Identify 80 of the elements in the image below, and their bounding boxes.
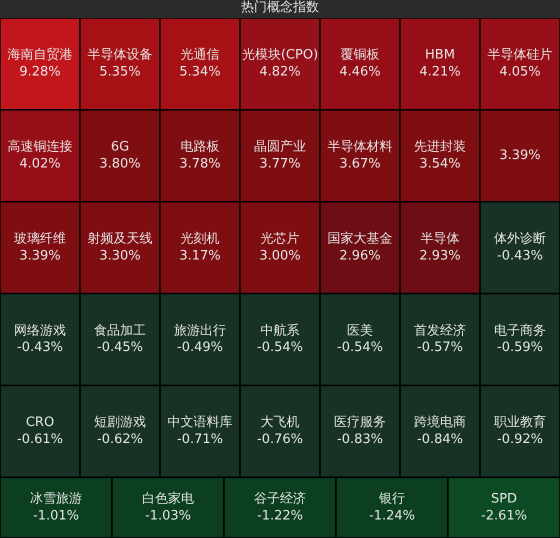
data-label: -0.49% <box>177 340 223 356</box>
data-label: -0.43% <box>17 340 63 356</box>
data-label: -0.57% <box>417 340 463 356</box>
data-label: 2.96% <box>339 248 381 264</box>
data-label: -1.01% <box>33 508 79 524</box>
data-label: 3.67% <box>339 156 381 172</box>
data-label: -0.59% <box>497 340 543 356</box>
category-label: CRO <box>26 415 54 430</box>
data-label: 4.21% <box>419 64 461 80</box>
category-label: 体外诊断 <box>494 231 546 246</box>
category-label: 电路板 <box>180 140 220 155</box>
data-label: 3.77% <box>259 156 301 172</box>
category-label: 谷子经济 <box>254 491 306 506</box>
data-label: -0.71% <box>177 432 223 448</box>
category-label: 国家大基金 <box>328 230 392 246</box>
category-label: 光通信 <box>180 48 220 63</box>
category-label: 半导体设备 <box>88 48 152 63</box>
data-label: -0.54% <box>337 340 383 356</box>
category-label: 光芯片 <box>260 231 300 246</box>
category-label: 半导体硅片 <box>488 48 552 63</box>
data-label: -0.84% <box>417 432 463 448</box>
category-label: 医美 <box>347 322 373 338</box>
category-label: 网络游戏 <box>14 323 66 338</box>
category-label: 大飞机 <box>260 415 300 430</box>
category-label: 玻璃纤维 <box>14 231 66 246</box>
category-label: 半导体 <box>420 231 460 246</box>
data-label: -2.61% <box>481 508 527 524</box>
data-label: 5.34% <box>179 64 221 80</box>
category-label: 射频及天线 <box>88 231 152 246</box>
text: 热门概念指数 <box>241 0 319 16</box>
category-label: 高速铜连接 <box>8 138 72 155</box>
data-label: -0.92% <box>497 432 543 448</box>
category-label: 短剧游戏 <box>94 415 146 430</box>
category-label: 电子商务 <box>494 323 546 338</box>
data-label: -0.62% <box>97 432 143 448</box>
data-label: 3.00% <box>259 248 301 264</box>
category-label: 冰雪旅游 <box>30 491 82 506</box>
category-label: 医疗服务 <box>334 415 386 430</box>
category-label: SPD <box>490 491 518 506</box>
category-label: 中航系 <box>260 323 300 338</box>
data-label: 3.39% <box>19 248 61 264</box>
data-label: -1.03% <box>145 508 191 524</box>
data-label: 5.35% <box>99 64 141 80</box>
category-label: 白色家电 <box>142 490 194 506</box>
category-label: 中文语料库 <box>168 415 232 430</box>
category-label: 首发经济 <box>414 323 466 338</box>
data-label: -0.43% <box>497 248 543 264</box>
data-label: -0.83% <box>337 432 383 448</box>
data-label: -0.54% <box>257 340 303 356</box>
data-label: 3.54% <box>419 156 461 172</box>
category-label: 6G <box>110 140 130 155</box>
data-label: 3.80% <box>99 156 141 172</box>
category-label: 职业教育 <box>494 414 546 430</box>
category-label: 食品加工 <box>94 323 146 338</box>
data-label: 9.28% <box>19 64 61 80</box>
category-label: HBM <box>425 48 455 63</box>
data-label: 4.46% <box>339 64 381 80</box>
category-label: 银行 <box>378 491 405 506</box>
category-label: 海南自贸港 <box>8 48 72 63</box>
data-label: -0.76% <box>257 432 303 448</box>
data-label: -0.61% <box>17 432 63 448</box>
category-label: 覆铜板 <box>340 48 380 63</box>
data-label: 2.93% <box>419 248 461 264</box>
data-label: 3.17% <box>179 248 221 264</box>
data-label: 3.78% <box>179 156 221 172</box>
category-label: 跨境电商 <box>414 414 466 430</box>
category-label: 旅游出行 <box>174 323 226 338</box>
data-label: 4.82% <box>259 64 301 80</box>
data-label: -1.24% <box>369 508 415 524</box>
data-label: -1.22% <box>257 508 303 524</box>
category-label: 半导体材料 <box>328 140 392 155</box>
data-label: 3.39% <box>499 148 541 164</box>
category-label: 先进封装 <box>414 140 466 155</box>
category-label: 光模块(CPO) <box>242 48 318 63</box>
data-label: 4.02% <box>19 156 61 172</box>
category-label: 晶圆产业 <box>254 140 306 155</box>
data-label: -0.45% <box>97 340 143 356</box>
data-label: 4.05% <box>499 64 541 80</box>
data-label: 3.30% <box>99 248 141 264</box>
category-label: 光刻机 <box>180 231 220 246</box>
